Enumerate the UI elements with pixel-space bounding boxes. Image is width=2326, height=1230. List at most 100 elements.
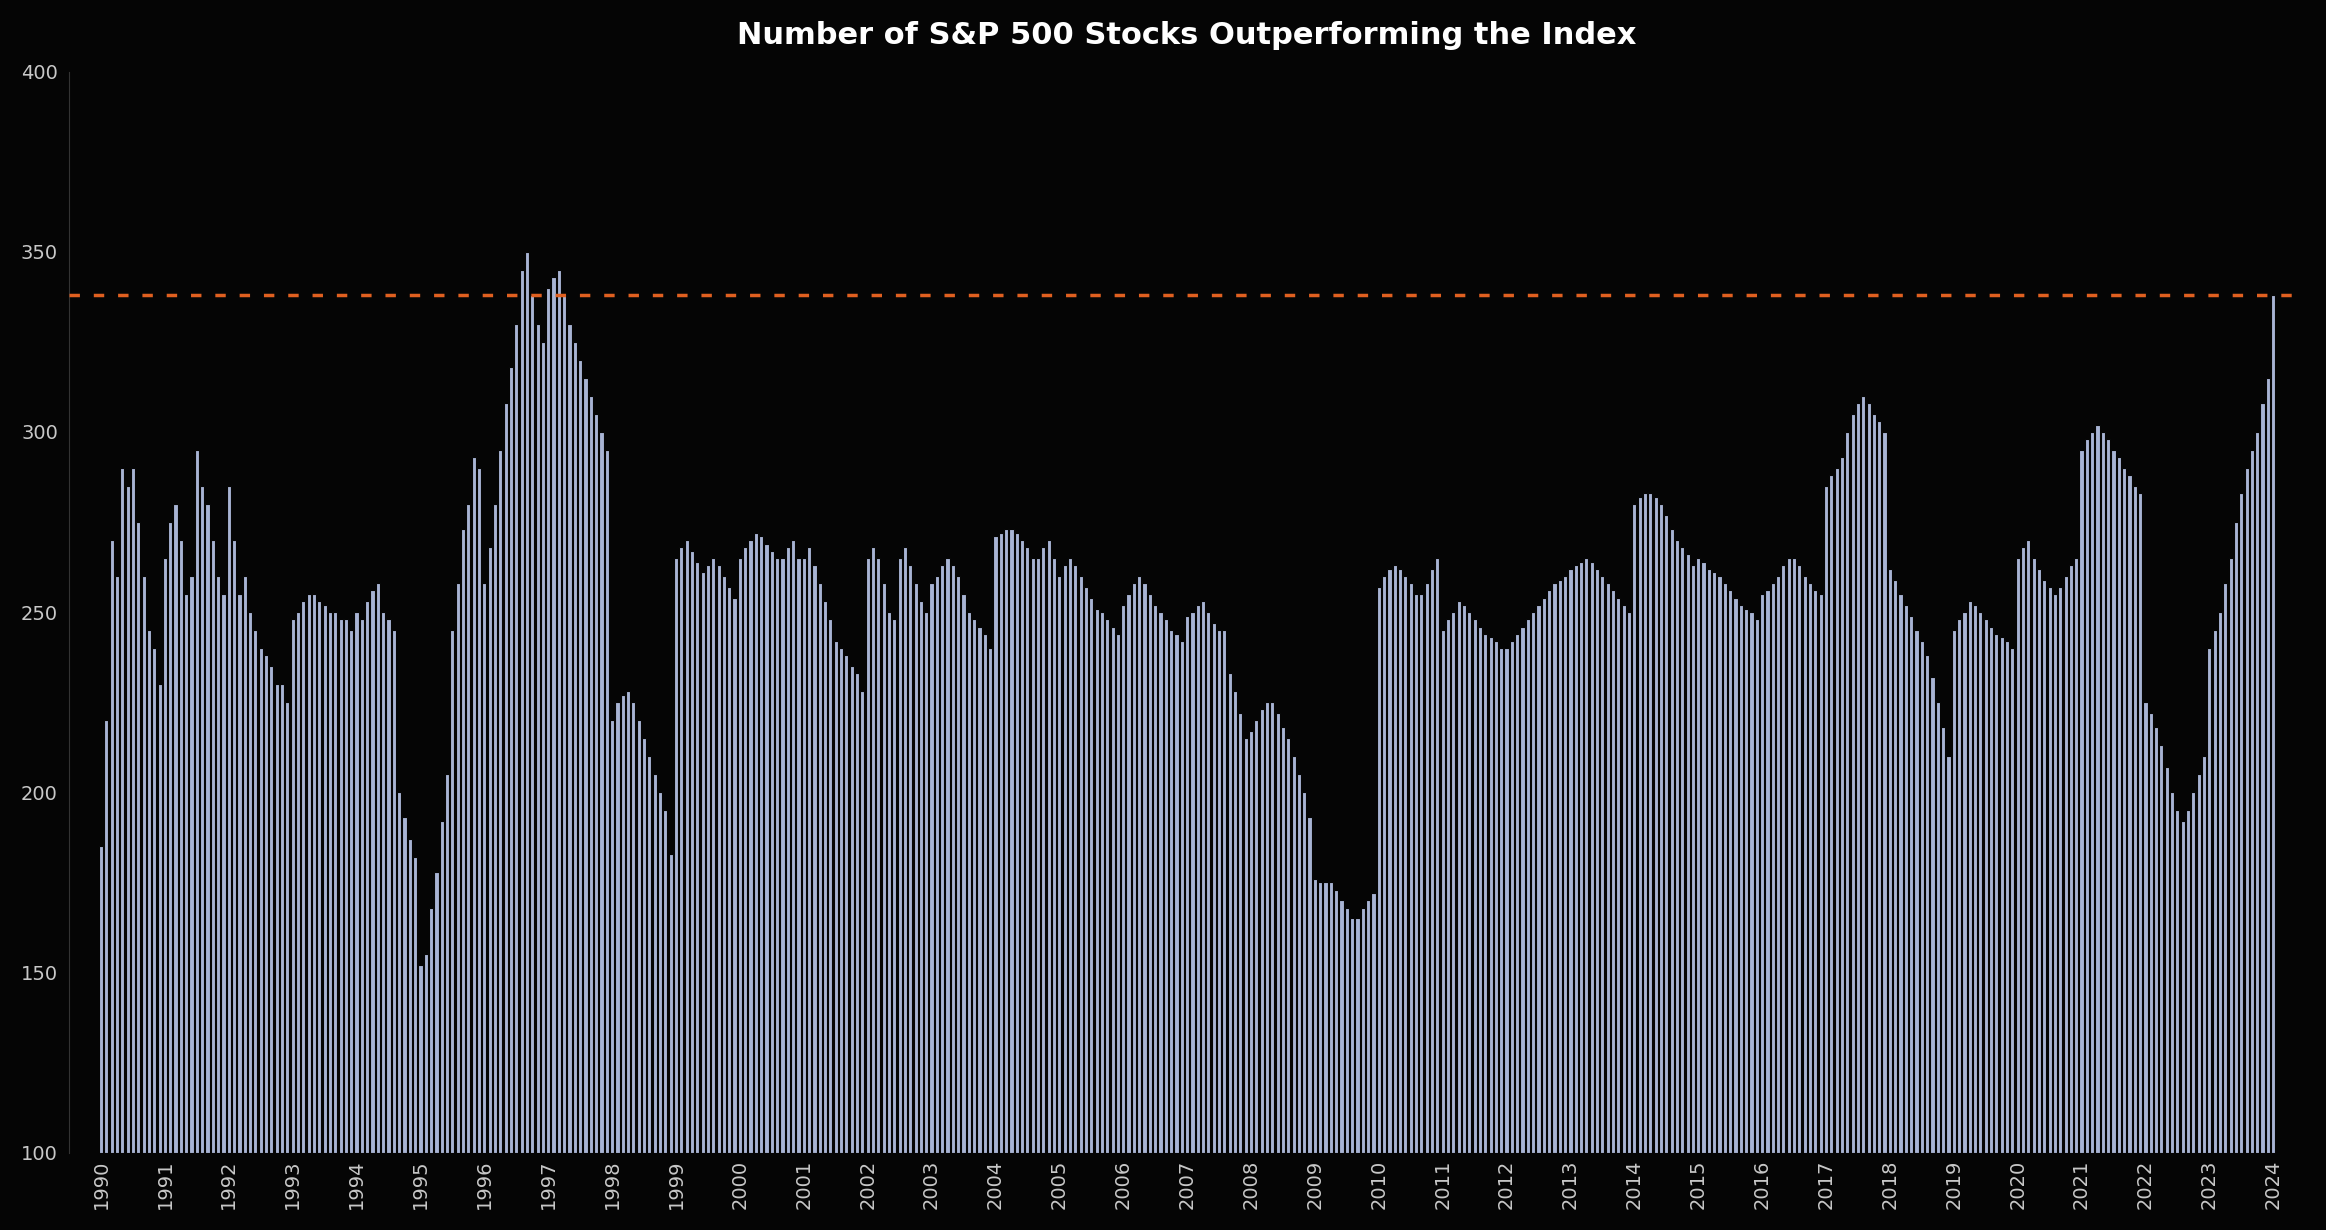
Bar bbox=[1212, 622, 1216, 1153]
Bar bbox=[802, 558, 805, 1153]
Bar bbox=[654, 774, 656, 1153]
Bar bbox=[749, 540, 754, 1153]
Bar bbox=[812, 566, 816, 1153]
Bar bbox=[179, 540, 184, 1153]
Bar bbox=[1510, 641, 1514, 1153]
Bar bbox=[1835, 467, 1840, 1153]
Bar bbox=[1754, 620, 1758, 1153]
Bar bbox=[1312, 878, 1317, 1153]
Bar bbox=[1828, 475, 1833, 1153]
Bar bbox=[2186, 811, 2191, 1153]
Bar bbox=[1803, 576, 1807, 1153]
Bar bbox=[370, 590, 374, 1153]
Bar bbox=[1216, 630, 1221, 1153]
Bar bbox=[1979, 613, 1982, 1153]
Bar bbox=[1777, 576, 1779, 1153]
Bar bbox=[312, 594, 316, 1153]
Bar bbox=[626, 691, 630, 1153]
Bar bbox=[605, 450, 609, 1153]
Bar bbox=[2228, 558, 2233, 1153]
Bar bbox=[1244, 738, 1247, 1153]
Bar bbox=[1633, 504, 1638, 1153]
Bar bbox=[2149, 713, 2154, 1153]
Bar bbox=[1993, 633, 1998, 1153]
Bar bbox=[2096, 424, 2100, 1153]
Bar bbox=[1200, 601, 1205, 1153]
Bar bbox=[668, 854, 672, 1153]
Bar bbox=[1893, 579, 1898, 1153]
Bar bbox=[568, 323, 572, 1153]
Bar bbox=[1468, 613, 1472, 1153]
Bar bbox=[807, 547, 812, 1153]
Bar bbox=[2170, 792, 2175, 1153]
Bar bbox=[126, 486, 130, 1153]
Bar bbox=[1749, 613, 1754, 1153]
Bar bbox=[1298, 774, 1300, 1153]
Bar bbox=[1286, 738, 1291, 1153]
Bar bbox=[1063, 566, 1068, 1153]
Bar bbox=[733, 598, 737, 1153]
Bar bbox=[700, 572, 705, 1153]
Bar bbox=[270, 667, 274, 1153]
Bar bbox=[2270, 295, 2275, 1153]
Bar bbox=[1679, 547, 1684, 1153]
Bar bbox=[2203, 756, 2205, 1153]
Bar bbox=[1410, 583, 1412, 1153]
Bar bbox=[2142, 702, 2147, 1153]
Bar bbox=[1047, 540, 1051, 1153]
Bar bbox=[823, 601, 828, 1153]
Bar bbox=[1319, 882, 1321, 1153]
Bar bbox=[2191, 792, 2196, 1153]
Bar bbox=[1675, 540, 1679, 1153]
Bar bbox=[2068, 566, 2072, 1153]
Bar bbox=[2021, 547, 2026, 1153]
Bar bbox=[1621, 605, 1626, 1153]
Bar bbox=[1568, 568, 1572, 1153]
Bar bbox=[2075, 558, 2079, 1153]
Bar bbox=[1968, 601, 1972, 1153]
Bar bbox=[142, 576, 147, 1153]
Bar bbox=[1477, 626, 1482, 1153]
Bar bbox=[1798, 566, 1800, 1153]
Bar bbox=[1261, 710, 1263, 1153]
Bar bbox=[993, 536, 998, 1153]
Bar bbox=[295, 613, 300, 1153]
Bar bbox=[1079, 576, 1082, 1153]
Bar bbox=[579, 360, 582, 1153]
Bar bbox=[1372, 893, 1375, 1153]
Bar bbox=[968, 613, 970, 1153]
Bar bbox=[935, 576, 940, 1153]
Bar bbox=[444, 774, 449, 1153]
Bar bbox=[2224, 583, 2228, 1153]
Bar bbox=[630, 702, 635, 1153]
Bar bbox=[2059, 587, 2063, 1153]
Bar bbox=[2084, 439, 2089, 1153]
Bar bbox=[1972, 605, 1977, 1153]
Bar bbox=[542, 342, 544, 1153]
Bar bbox=[1931, 676, 1935, 1153]
Bar bbox=[2166, 768, 2168, 1153]
Bar bbox=[840, 648, 842, 1153]
Bar bbox=[1237, 713, 1242, 1153]
Bar bbox=[1463, 605, 1465, 1153]
Bar bbox=[1184, 616, 1189, 1153]
Bar bbox=[402, 818, 407, 1153]
Bar bbox=[2010, 648, 2014, 1153]
Bar bbox=[302, 601, 305, 1153]
Bar bbox=[1686, 555, 1689, 1153]
Bar bbox=[1663, 515, 1668, 1153]
Bar bbox=[398, 792, 402, 1153]
Bar bbox=[2261, 403, 2266, 1153]
Bar bbox=[902, 547, 907, 1153]
Bar bbox=[1137, 576, 1142, 1153]
Bar bbox=[951, 566, 956, 1153]
Bar bbox=[205, 504, 209, 1153]
Bar bbox=[944, 558, 949, 1153]
Bar bbox=[919, 601, 923, 1153]
Bar bbox=[1514, 633, 1519, 1153]
Bar bbox=[514, 323, 519, 1153]
Bar bbox=[481, 583, 486, 1153]
Bar bbox=[354, 613, 358, 1153]
Bar bbox=[291, 620, 295, 1153]
Bar bbox=[782, 558, 784, 1153]
